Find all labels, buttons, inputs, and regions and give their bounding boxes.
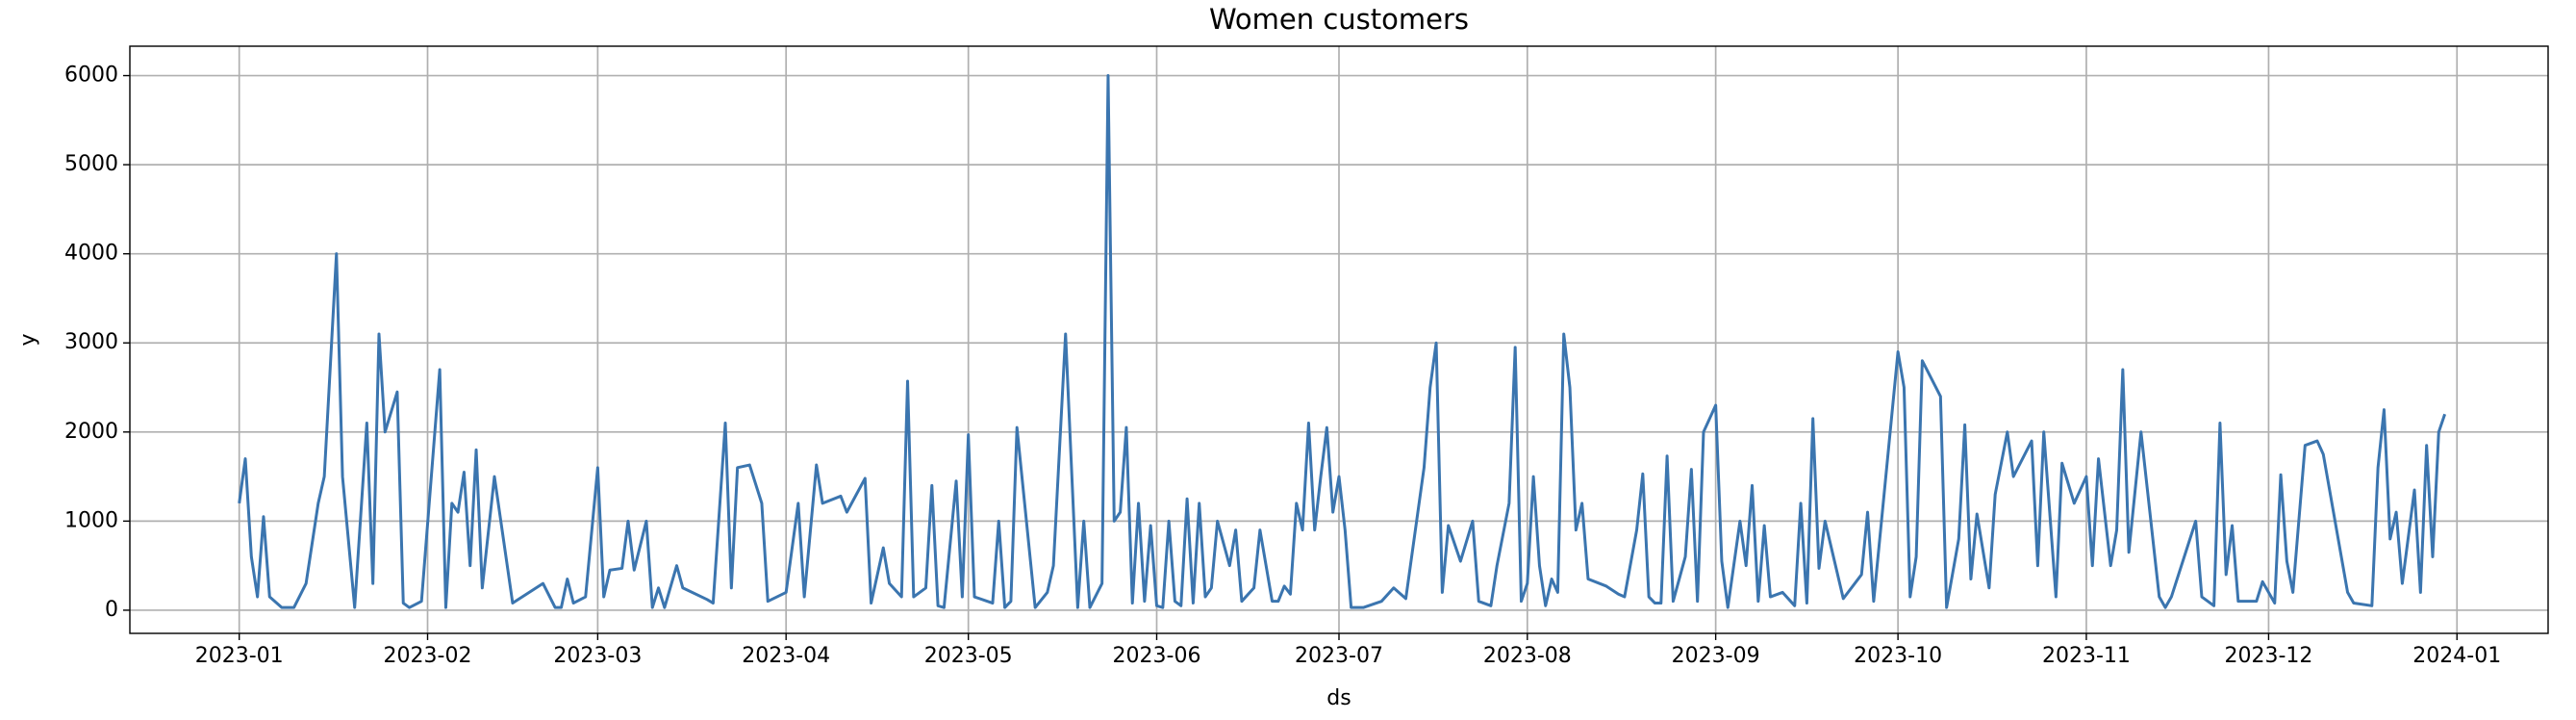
chart-title: Women customers (1209, 3, 1469, 36)
x-tick-label: 2023-07 (1295, 644, 1383, 668)
y-tick-label: 3000 (64, 330, 118, 354)
x-tick-label: 2023-04 (742, 644, 830, 668)
data-line (238, 74, 2447, 609)
x-tick-label: 2024-01 (2412, 644, 2501, 668)
x-tick-label: 2023-08 (1483, 644, 1572, 668)
y-tick-label: 5000 (64, 152, 118, 176)
plot-frame (129, 45, 2549, 634)
x-tick-label: 2023-03 (553, 644, 642, 668)
y-tick-label: 2000 (64, 420, 118, 444)
x-tick-label: 2023-02 (384, 644, 472, 668)
y-tick-label: 1000 (64, 508, 118, 532)
x-tick-label: 2023-10 (1854, 644, 1942, 668)
y-axis-label: y (16, 333, 40, 346)
x-tick-label: 2023-05 (924, 644, 1013, 668)
x-tick-label: 2023-01 (195, 644, 284, 668)
x-axis-label: ds (1326, 686, 1351, 710)
x-tick-label: 2023-09 (1672, 644, 1760, 668)
x-tick-label: 2023-06 (1113, 644, 1201, 668)
y-tick-label: 0 (105, 598, 118, 622)
x-tick-label: 2023-11 (2042, 644, 2131, 668)
x-tick-label: 2023-12 (2224, 644, 2312, 668)
y-tick-label: 6000 (64, 64, 118, 88)
y-tick-label: 4000 (64, 242, 118, 266)
